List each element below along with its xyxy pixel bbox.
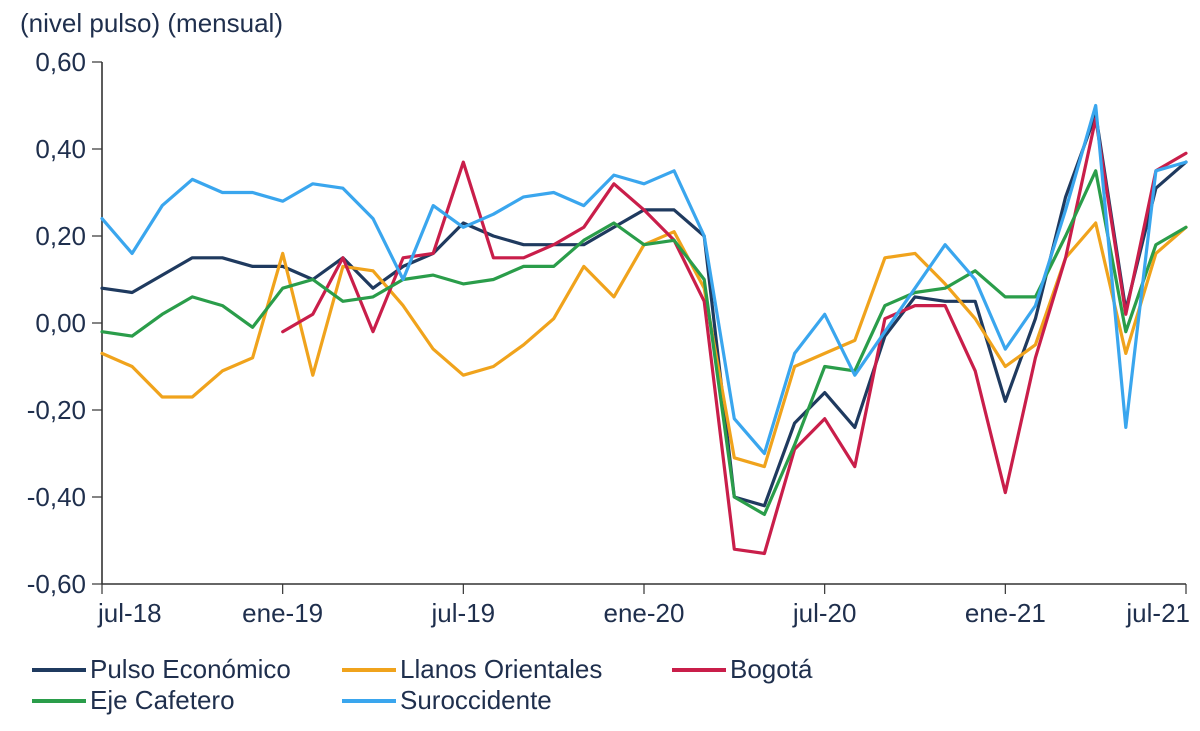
x-tick-label: ene-20 [604,598,685,628]
legend-label: Eje Cafetero [90,685,235,716]
chart-title: (nivel pulso) (mensual) [20,8,283,39]
legend-item: Pulso Económico [32,654,342,685]
series-line [102,223,1186,467]
series-line [102,106,1186,454]
chart-legend: Pulso Económico Llanos Orientales Bogotá Ej… [32,654,1172,716]
legend-label: Pulso Económico [90,654,291,685]
legend-label: Suroccidente [400,685,552,716]
legend-item: Bogotá [672,654,1112,685]
x-tick-label: jul-18 [97,598,162,628]
legend-swatch [32,699,86,703]
x-tick-label: ene-21 [965,598,1046,628]
y-tick-label: -0,40 [27,482,86,512]
series-line [102,171,1186,515]
x-tick-label: jul-21 [1125,598,1190,628]
x-tick-label: ene-19 [242,598,323,628]
line-chart: 0,60 0,40 0,20 0,00 -0,20 -0,40 -0,60 jul-18 ene… [0,0,1200,731]
y-tick-label: 0,00 [35,308,86,338]
legend-swatch [342,668,396,672]
y-tick-label: -0,20 [27,395,86,425]
legend-item: Suroccidente [342,685,672,716]
y-tick-label: -0,60 [27,569,86,599]
legend-label: Llanos Orientales [400,654,602,685]
legend-item: Llanos Orientales [342,654,672,685]
legend-label: Bogotá [730,654,812,685]
x-tick-label: jul-19 [431,598,496,628]
chart-container: (nivel pulso) (mensual) 0,60 0,40 0,20 0,00… [0,0,1200,731]
y-tick-label: 0,60 [35,47,86,77]
legend-swatch [672,668,726,672]
legend-item: Eje Cafetero [32,685,342,716]
y-tick-label: 0,20 [35,221,86,251]
legend-swatch [342,699,396,703]
x-tick-label: jul-20 [792,598,857,628]
legend-swatch [32,668,86,672]
y-tick-label: 0,40 [35,134,86,164]
